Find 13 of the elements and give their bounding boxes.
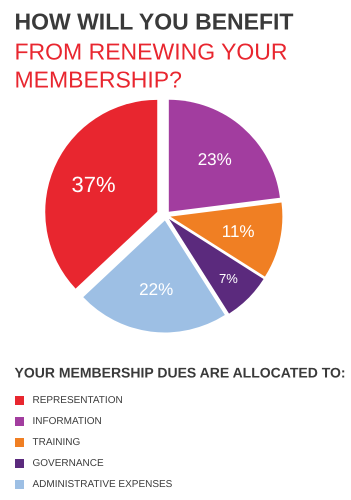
data-label: 7%: [219, 270, 238, 286]
legend-label: REPRESENTATION: [32, 395, 123, 406]
legend-label: INFORMATION: [32, 416, 102, 427]
data-label: 37%: [71, 172, 116, 197]
legend-label: GOVERNANCE: [32, 458, 104, 469]
data-label: 11%: [222, 222, 255, 242]
legend-label: ADMINISTRATIVE EXPENSES: [32, 479, 173, 490]
chart-subtitle: FROM RENEWING YOUR MEMBERSHIP?: [14, 38, 288, 92]
legend-title: YOUR MEMBERSHIP DUES ARE ALLOCATED TO:: [14, 364, 346, 380]
data-label: 23%: [198, 150, 232, 170]
data-label: 22%: [139, 280, 174, 299]
legend-label: TRAINING: [32, 437, 80, 448]
chart-title: HOW WILL YOU BENEFIT: [14, 8, 294, 34]
